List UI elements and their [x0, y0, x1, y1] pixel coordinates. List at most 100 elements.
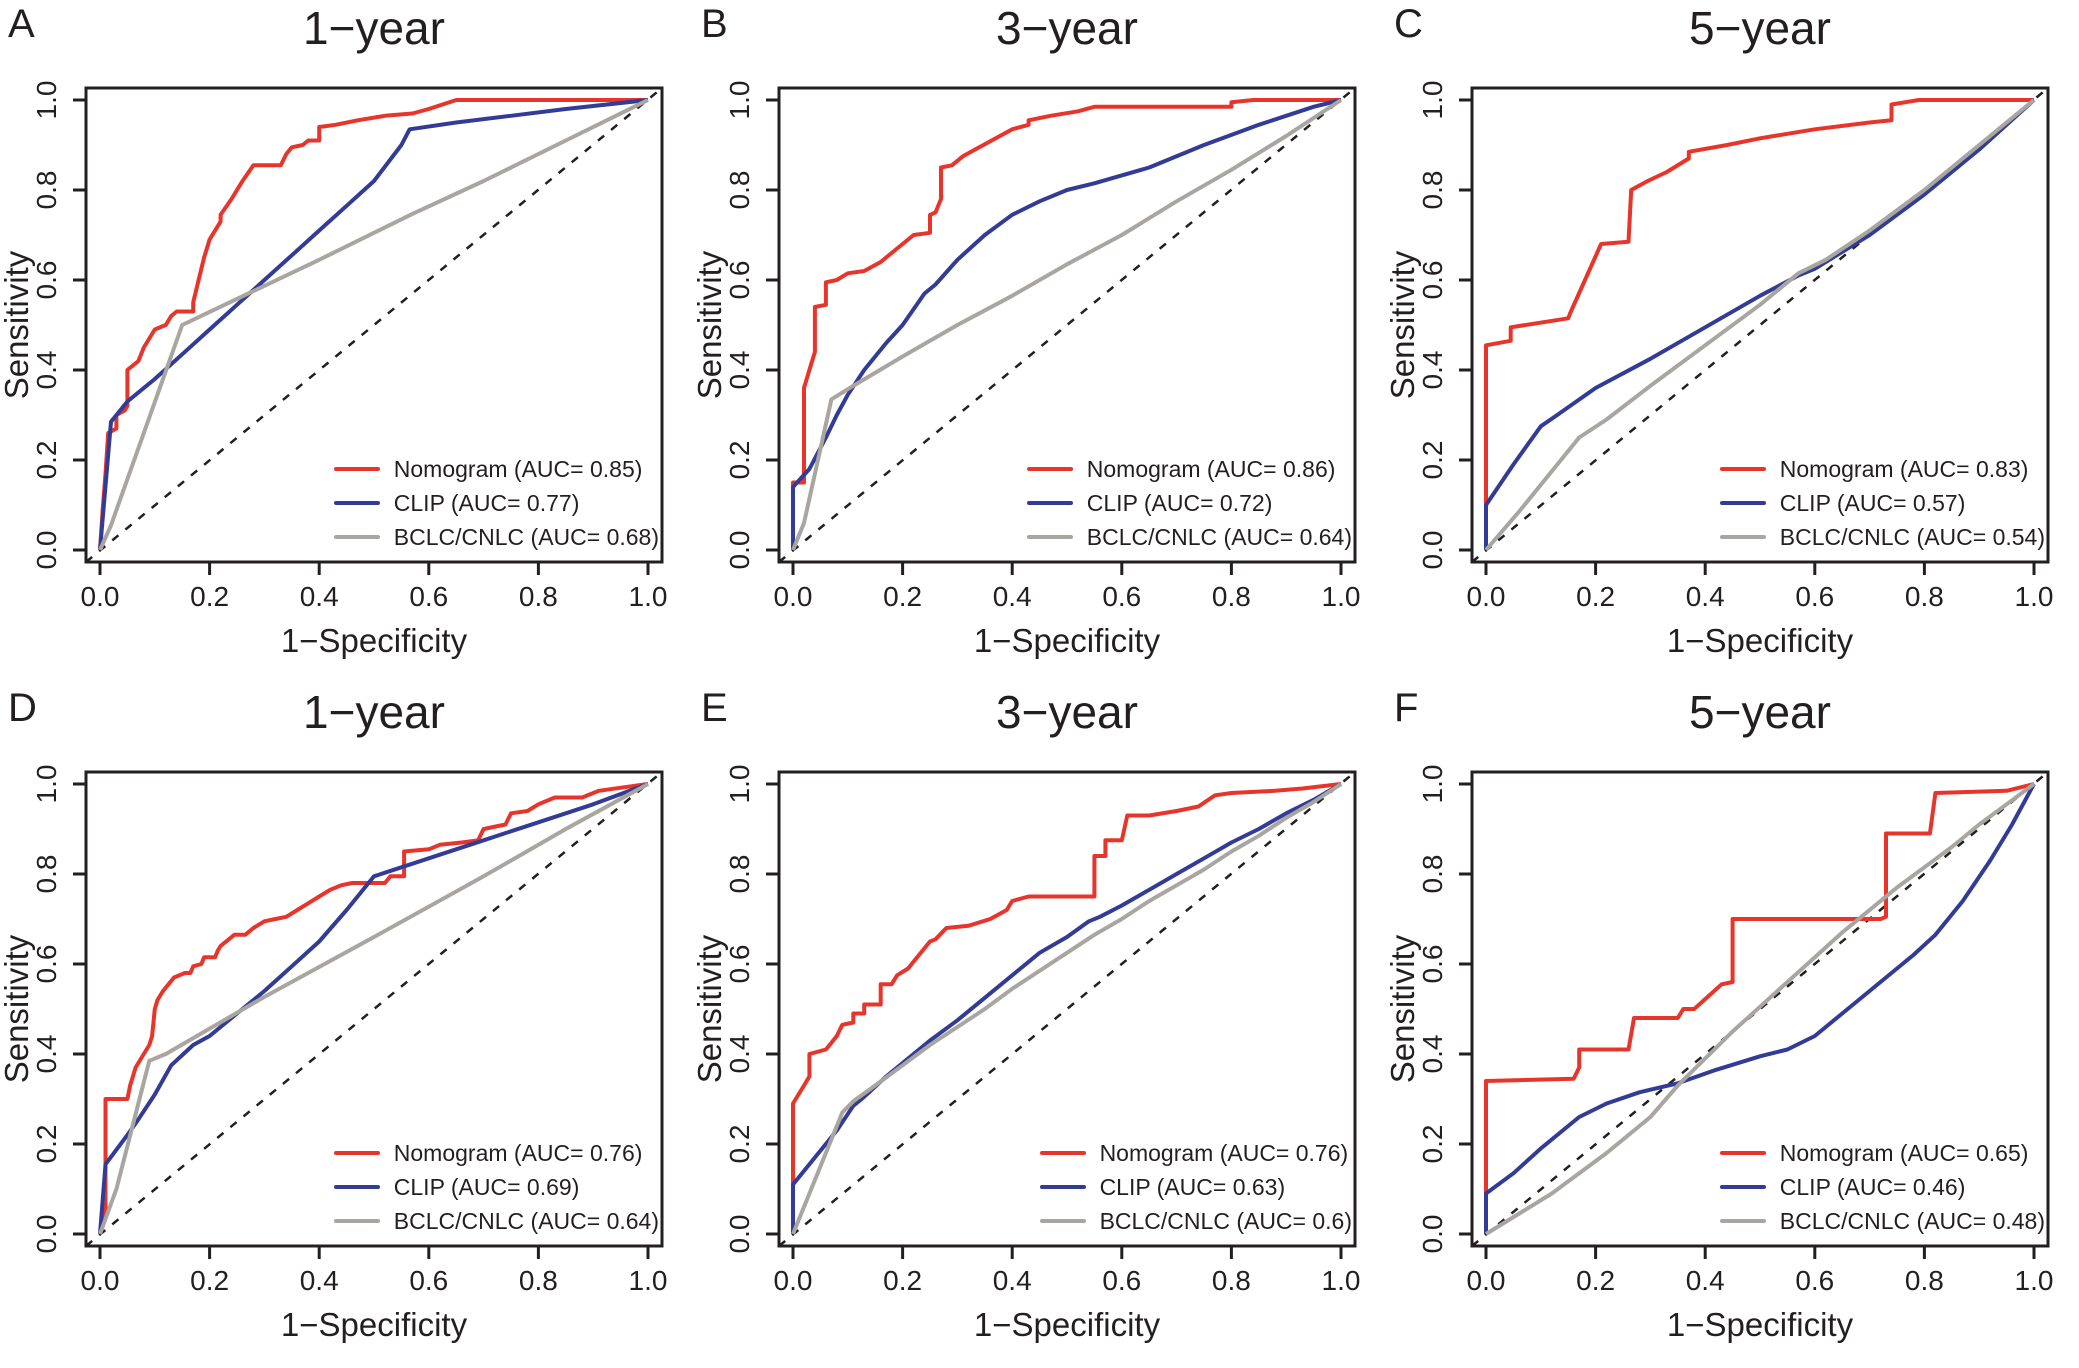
panel-f: 0.0 0.2 0.4 0.6 0.8 1.0 0.0 0.2 0.4 0.6 0.8 1.0 1−Sp…: [1386, 684, 2079, 1368]
svg-text:0.8: 0.8: [1212, 1265, 1251, 1296]
legend-item: CLIP (AUC= 0.46): [1719, 1170, 2045, 1204]
legend: Nomogram (AUC= 0.76) CLIP (AUC= 0.63) BC…: [1039, 1136, 1352, 1238]
svg-text:0.2: 0.2: [883, 1265, 922, 1296]
svg-text:1.0: 1.0: [2015, 581, 2054, 612]
svg-text:0.8: 0.8: [519, 1265, 558, 1296]
svg-text:0.8: 0.8: [519, 581, 558, 612]
svg-text:1.0: 1.0: [1417, 765, 1448, 804]
panel-title: 5−year: [1689, 686, 1831, 738]
panel-letter: E: [701, 686, 728, 730]
legend-line-bclc-cnlc: [333, 1219, 380, 1223]
svg-text:0.6: 0.6: [1417, 261, 1448, 300]
legend-item: BCLC/CNLC (AUC= 0.6): [1039, 1204, 1352, 1238]
svg-text:0.8: 0.8: [1905, 581, 1944, 612]
svg-text:0.2: 0.2: [1576, 581, 1615, 612]
legend-label: BCLC/CNLC (AUC= 0.6): [1099, 1208, 1352, 1234]
legend: Nomogram (AUC= 0.65) CLIP (AUC= 0.46) BC…: [1719, 1136, 2045, 1238]
svg-text:1.0: 1.0: [629, 1265, 668, 1296]
svg-text:0.4: 0.4: [724, 351, 755, 390]
legend-item: Nomogram (AUC= 0.76): [333, 1136, 659, 1170]
legend-label: Nomogram (AUC= 0.85): [393, 456, 643, 482]
legend-label: BCLC/CNLC (AUC= 0.48): [1779, 1208, 2045, 1234]
legend-label: Nomogram (AUC= 0.83): [1779, 456, 2029, 482]
svg-text:0.0: 0.0: [774, 581, 813, 612]
legend-line-clip: [333, 1185, 380, 1189]
panel-e: 0.0 0.2 0.4 0.6 0.8 1.0 0.0 0.2 0.4 0.6 0.8 1.0 1−Sp…: [693, 684, 1386, 1368]
legend-item: CLIP (AUC= 0.57): [1719, 486, 2045, 520]
legend-item: BCLC/CNLC (AUC= 0.48): [1719, 1204, 2045, 1238]
svg-text:0.2: 0.2: [724, 441, 755, 480]
legend-line-clip: [333, 501, 380, 505]
svg-text:1.0: 1.0: [629, 581, 668, 612]
svg-text:0.6: 0.6: [31, 945, 62, 984]
svg-text:0.0: 0.0: [1467, 581, 1506, 612]
svg-text:0.0: 0.0: [81, 581, 120, 612]
panel-title: 1−year: [303, 2, 445, 54]
legend-item: CLIP (AUC= 0.69): [333, 1170, 659, 1204]
roc-chart-c: 0.0 0.2 0.4 0.6 0.8 1.0 0.0 0.2 0.4 0.6 0.8 1.0 1−Sp…: [1386, 81, 2054, 659]
panel-c: 0.0 0.2 0.4 0.6 0.8 1.0 0.0 0.2 0.4 0.6 0.8 1.0 1−Sp…: [1386, 0, 2079, 684]
svg-text:0.8: 0.8: [31, 171, 62, 210]
svg-text:0.4: 0.4: [1686, 581, 1725, 612]
legend-line-nomogram: [1026, 467, 1073, 471]
svg-text:0.4: 0.4: [1417, 1035, 1448, 1074]
svg-text:0.8: 0.8: [1417, 855, 1448, 894]
legend-label: CLIP (AUC= 0.46): [1779, 1174, 1966, 1200]
panel-title: 5−year: [1689, 2, 1831, 54]
svg-text:0.2: 0.2: [1576, 1265, 1615, 1296]
legend-line-clip: [1719, 1185, 1766, 1189]
legend-label: CLIP (AUC= 0.63): [1099, 1174, 1286, 1200]
svg-text:1.0: 1.0: [724, 81, 755, 120]
legend: Nomogram (AUC= 0.83) CLIP (AUC= 0.57) BC…: [1719, 452, 2045, 554]
svg-text:0.4: 0.4: [31, 1035, 62, 1074]
svg-text:1.0: 1.0: [1322, 581, 1361, 612]
svg-text:0.4: 0.4: [1417, 351, 1448, 390]
svg-text:Sensitivity: Sensitivity: [1386, 250, 1421, 399]
legend-label: Nomogram (AUC= 0.76): [393, 1140, 643, 1166]
legend-line-bclc-cnlc: [1026, 535, 1073, 539]
svg-text:0.4: 0.4: [1686, 1265, 1725, 1296]
legend: Nomogram (AUC= 0.86) CLIP (AUC= 0.72) BC…: [1026, 452, 1352, 554]
legend-item: BCLC/CNLC (AUC= 0.64): [333, 1204, 659, 1238]
svg-text:0.6: 0.6: [724, 261, 755, 300]
svg-text:0.0: 0.0: [774, 1265, 813, 1296]
svg-text:1−Specificity: 1−Specificity: [281, 622, 468, 659]
legend-item: BCLC/CNLC (AUC= 0.68): [333, 520, 659, 554]
svg-text:1.0: 1.0: [31, 81, 62, 120]
legend-item: Nomogram (AUC= 0.83): [1719, 452, 2045, 486]
svg-text:0.2: 0.2: [31, 1125, 62, 1164]
panel-title: 3−year: [996, 2, 1138, 54]
legend-line-nomogram: [1719, 1151, 1766, 1155]
roc-chart-e: 0.0 0.2 0.4 0.6 0.8 1.0 0.0 0.2 0.4 0.6 0.8 1.0 1−Sp…: [693, 765, 1360, 1343]
svg-text:0.6: 0.6: [409, 581, 448, 612]
legend-item: BCLC/CNLC (AUC= 0.54): [1719, 520, 2045, 554]
roc-chart-f: 0.0 0.2 0.4 0.6 0.8 1.0 0.0 0.2 0.4 0.6 0.8 1.0 1−Sp…: [1386, 765, 2054, 1343]
svg-text:0.2: 0.2: [190, 581, 229, 612]
svg-text:0.6: 0.6: [1795, 1265, 1834, 1296]
svg-text:0.6: 0.6: [724, 945, 755, 984]
roc-chart-a: 0.0 0.2 0.4 0.6 0.8 1.0 0.0 0.2 0.4 0.6 0.8 1.0 1−Sp…: [0, 81, 668, 659]
svg-text:1.0: 1.0: [724, 765, 755, 804]
svg-text:Sensitivity: Sensitivity: [1386, 934, 1421, 1083]
svg-text:0.6: 0.6: [1102, 1265, 1141, 1296]
legend-label: BCLC/CNLC (AUC= 0.68): [393, 524, 659, 550]
legend: Nomogram (AUC= 0.76) CLIP (AUC= 0.69) BC…: [333, 1136, 659, 1238]
svg-text:0.8: 0.8: [724, 171, 755, 210]
legend-line-bclc-cnlc: [1719, 535, 1766, 539]
svg-text:0.2: 0.2: [724, 1125, 755, 1164]
legend-label: CLIP (AUC= 0.77): [393, 490, 580, 516]
svg-text:0.8: 0.8: [1212, 581, 1251, 612]
svg-text:1.0: 1.0: [31, 765, 62, 804]
svg-text:0.0: 0.0: [81, 1265, 120, 1296]
panel-letter: D: [8, 686, 37, 730]
legend-line-nomogram: [1719, 467, 1766, 471]
svg-text:0.0: 0.0: [1417, 531, 1448, 570]
svg-text:0.8: 0.8: [1417, 171, 1448, 210]
panel-letter: A: [8, 2, 35, 46]
svg-text:1.0: 1.0: [2015, 1265, 2054, 1296]
legend-label: BCLC/CNLC (AUC= 0.54): [1779, 524, 2045, 550]
panel-d: 0.0 0.2 0.4 0.6 0.8 1.0 0.0 0.2 0.4 0.6 0.8 1.0 1−Sp…: [0, 684, 693, 1368]
legend-label: Nomogram (AUC= 0.86): [1086, 456, 1336, 482]
panel-a: 0.0 0.2 0.4 0.6 0.8 1.0 0.0 0.2 0.4 0.6 0.8 1.0 1−Sp…: [0, 0, 693, 684]
